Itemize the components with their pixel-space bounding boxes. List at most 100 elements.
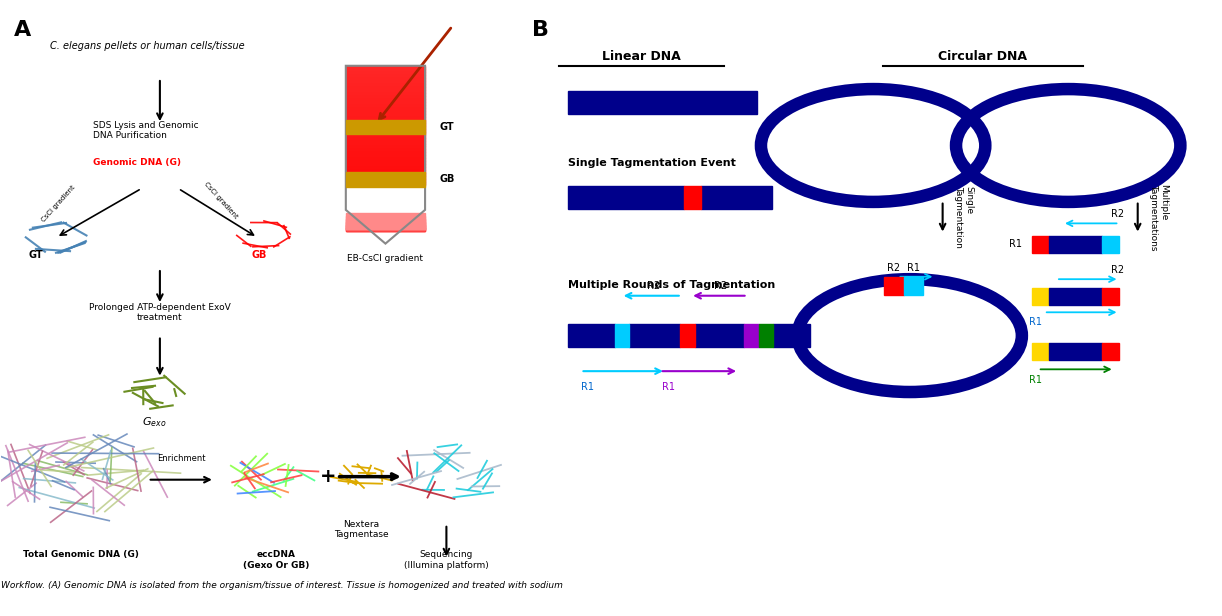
Bar [568,186,684,209]
Bar [681,324,695,347]
Bar [346,164,425,168]
Bar [346,182,425,185]
Text: CsCl gradient: CsCl gradient [203,181,238,220]
Text: R1: R1 [662,382,676,392]
Bar [346,81,425,84]
Bar [568,91,758,114]
Bar [346,158,425,161]
Text: eccDNA
(Gexo Or GB): eccDNA (Gexo Or GB) [242,550,309,570]
Text: Genomic DNA (G): Genomic DNA (G) [93,158,181,167]
Bar [1031,288,1048,305]
Text: Circular DNA: Circular DNA [938,51,1028,63]
Text: Sequencing
(Illumina platform): Sequencing (Illumina platform) [404,550,489,570]
Bar [346,92,425,95]
Bar [346,222,425,230]
Bar [346,216,425,229]
Bar [701,186,772,209]
Bar [346,123,425,126]
Text: R2: R2 [887,263,901,273]
Bar [1031,236,1048,253]
Text: Linear DNA: Linear DNA [602,51,681,63]
Bar [615,324,629,347]
Bar [346,69,425,71]
Text: R2: R2 [714,282,727,291]
Bar [1102,343,1119,360]
Text: Enrichment: Enrichment [158,453,207,463]
Text: Multiple Rounds of Tagmentation: Multiple Rounds of Tagmentation [568,280,776,290]
Circle shape [798,279,1022,392]
Bar [884,277,903,295]
Bar [346,84,425,87]
Bar [346,176,425,179]
Bar [346,161,425,164]
Text: R2: R2 [648,282,660,291]
Bar [903,277,923,295]
Bar [346,75,425,78]
Text: A: A [13,20,31,40]
Bar [346,229,425,230]
Bar [346,153,425,155]
Text: R1: R1 [1029,376,1042,386]
Bar [1102,288,1119,305]
Bar [346,120,425,123]
Bar [346,105,425,108]
Bar [346,137,425,140]
Text: B: B [532,20,549,40]
Bar [1031,343,1048,360]
Bar [346,140,425,144]
Bar [759,324,774,347]
Text: R1: R1 [1029,317,1042,327]
Bar [684,186,701,209]
Bar [346,126,425,129]
Bar [346,99,425,102]
Bar [1048,288,1102,305]
Bar [346,90,425,92]
Text: Prolonged ATP-dependent ExoV
treatment: Prolonged ATP-dependent ExoV treatment [89,303,231,323]
Text: Nextera
Tagmentase: Nextera Tagmentase [334,519,389,539]
Text: CsCl gradient: CsCl gradient [40,184,76,223]
Bar [1048,236,1102,253]
Circle shape [956,89,1180,202]
Bar [346,155,425,158]
Bar [744,324,759,347]
Text: GB: GB [252,249,266,260]
Text: SDS Lysis and Genomic
DNA Purification: SDS Lysis and Genomic DNA Purification [93,121,198,140]
Text: Single
Tagmentation: Single Tagmentation [953,186,973,248]
Text: EB-CsCl gradient: EB-CsCl gradient [347,254,424,263]
Circle shape [761,89,985,202]
Text: GB: GB [440,174,455,184]
Bar [346,144,425,147]
Bar [346,132,425,134]
Bar [346,111,425,113]
Text: R1: R1 [907,263,920,273]
Text: $G_{exo}$: $G_{exo}$ [142,415,166,429]
Text: GT: GT [28,249,43,260]
Bar [346,71,425,75]
Bar [346,102,425,105]
Text: Workflow. (A) Genomic DNA is isolated from the organism/tissue of interest. Tiss: Workflow. (A) Genomic DNA is isolated fr… [1,581,563,590]
Bar [629,324,681,347]
Bar [346,134,425,137]
Bar [346,116,425,120]
Text: R2: R2 [1111,209,1124,219]
Bar [346,225,425,230]
Bar [346,213,425,229]
Bar [346,172,425,187]
Text: R1: R1 [580,382,594,392]
Bar [346,120,425,134]
Bar [346,66,425,69]
Bar [568,324,615,347]
Bar [346,171,425,173]
Bar [346,219,425,229]
Bar [346,129,425,132]
Bar [1102,236,1119,253]
Bar [346,108,425,111]
Bar [1048,343,1102,360]
Bar [346,147,425,150]
Bar [346,78,425,81]
Bar [346,173,425,176]
Text: C. elegans pellets or human cells/tissue: C. elegans pellets or human cells/tissue [50,41,244,51]
Bar [774,324,810,347]
Bar [346,87,425,90]
Text: R1: R1 [1009,239,1022,249]
